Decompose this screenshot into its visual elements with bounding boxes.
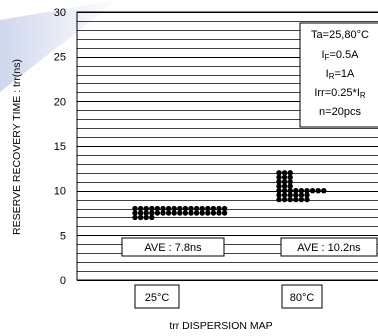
data-points — [132, 170, 327, 221]
data-point — [171, 205, 177, 212]
data-point — [281, 183, 288, 189]
data-point — [281, 174, 288, 180]
data-point — [276, 187, 282, 194]
data-point — [304, 187, 310, 194]
data-point — [132, 205, 138, 212]
data-point — [304, 192, 310, 198]
y-tick-label: 5 — [60, 230, 66, 242]
data-point — [193, 205, 200, 212]
ave-box-80c — [280, 237, 378, 257]
data-point — [137, 210, 144, 216]
y-tick-label: 15 — [54, 141, 66, 153]
data-point — [205, 205, 211, 212]
data-point — [287, 187, 293, 194]
y-tick-label: 20 — [54, 96, 66, 108]
data-point — [132, 210, 138, 216]
y-axis-label: RESERVE RECOVERY TIME : trr(ns) — [11, 59, 23, 235]
ave-label-80c: AVE : 10.2ns — [297, 242, 361, 254]
data-point — [165, 205, 172, 212]
data-point — [287, 179, 293, 185]
data-point — [199, 205, 205, 212]
data-point — [221, 210, 228, 216]
y-tick-label: 10 — [54, 186, 66, 198]
data-point — [287, 183, 293, 189]
data-point — [188, 210, 194, 216]
y-tick-labels: 0 5 10 15 20 25 30 — [54, 7, 66, 287]
data-point — [281, 187, 288, 194]
data-point — [216, 205, 222, 212]
conditions-box — [299, 22, 378, 128]
data-point — [276, 196, 282, 203]
data-point — [182, 210, 189, 216]
data-point — [210, 205, 217, 212]
y-tick-label: 0 — [60, 275, 66, 287]
data-point — [281, 196, 288, 203]
data-point — [287, 196, 293, 203]
x-category-box-25c — [134, 284, 180, 309]
data-point — [276, 170, 282, 176]
x-axis-label: trr DISPERSION MAP — [169, 320, 272, 332]
data-point — [165, 210, 172, 216]
x-category-80c: 80°C — [290, 292, 315, 304]
condition-if: IF=0.5A — [321, 49, 359, 62]
data-point — [154, 205, 161, 212]
data-point — [188, 205, 194, 212]
data-point — [276, 179, 282, 185]
data-point — [143, 210, 149, 216]
data-point — [276, 183, 282, 189]
data-point — [154, 210, 161, 216]
data-point — [193, 210, 200, 216]
condition-ir: IR=1A — [326, 68, 355, 81]
data-point — [160, 210, 166, 216]
data-point — [298, 192, 305, 198]
data-point — [293, 196, 299, 203]
data-point — [287, 170, 293, 176]
x-category-25c: 25°C — [145, 292, 170, 304]
data-point — [149, 205, 155, 212]
data-point — [287, 192, 293, 198]
data-point — [276, 192, 282, 198]
data-point — [315, 187, 321, 194]
data-point — [281, 170, 288, 176]
data-point — [182, 205, 189, 212]
data-point — [143, 214, 149, 221]
x-category-box-80c — [281, 284, 323, 309]
watermark-shape — [0, 0, 118, 92]
data-point — [177, 205, 183, 212]
data-point — [298, 196, 305, 203]
condition-n: n=20pcs — [319, 106, 361, 118]
data-point — [205, 210, 211, 216]
data-point — [276, 174, 282, 180]
data-point — [281, 179, 288, 185]
data-point — [216, 210, 222, 216]
data-point — [221, 205, 228, 212]
plot-frame — [76, 11, 378, 281]
ave-box-25c — [121, 237, 225, 257]
data-point — [143, 205, 149, 212]
data-point — [287, 174, 293, 180]
data-point — [304, 196, 310, 203]
condition-irr: Irr=0.25*IR — [314, 87, 366, 100]
data-point — [177, 210, 183, 216]
data-point — [321, 187, 327, 194]
data-point — [137, 214, 144, 221]
data-point — [281, 192, 288, 198]
data-point — [171, 210, 177, 216]
condition-ta: Ta=25,80°C — [311, 29, 369, 41]
data-point — [160, 205, 166, 212]
y-tick-label: 30 — [54, 7, 66, 19]
data-point — [149, 210, 155, 216]
data-point — [293, 187, 299, 194]
data-point — [132, 214, 138, 221]
y-tick-label: 25 — [54, 52, 66, 64]
data-point — [137, 205, 144, 212]
data-point — [199, 210, 205, 216]
ave-label-25c: AVE : 7.8ns — [144, 242, 202, 254]
data-point — [210, 210, 217, 216]
data-point — [298, 187, 305, 194]
data-point — [149, 214, 155, 221]
data-point — [309, 187, 316, 194]
data-point — [293, 192, 299, 198]
